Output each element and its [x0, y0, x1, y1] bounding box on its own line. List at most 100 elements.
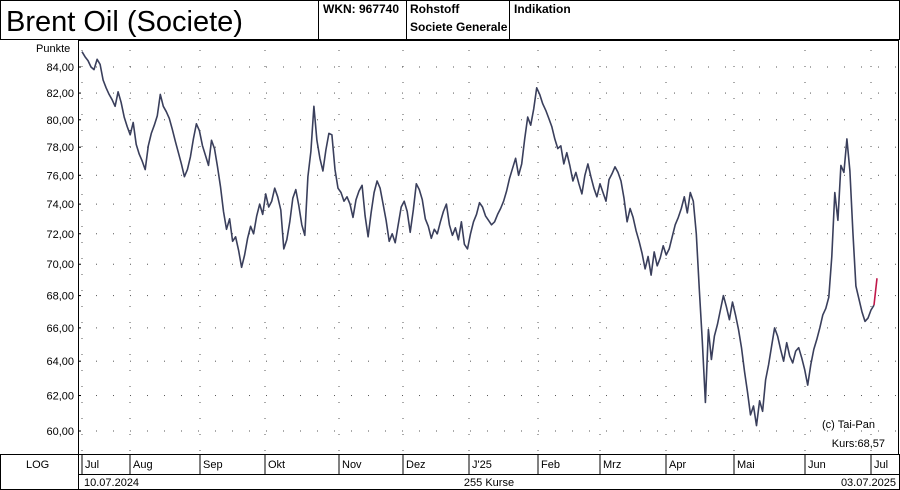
grid-dot	[665, 434, 667, 435]
grid-dot	[691, 263, 692, 265]
grid-dot	[419, 430, 420, 432]
grid-dot	[555, 395, 556, 397]
grid-dot	[665, 98, 667, 99]
grid-dot	[81, 114, 83, 115]
grid-dot	[164, 146, 165, 148]
grid-dot	[317, 66, 318, 68]
grid-dot	[147, 430, 148, 432]
grid-dot	[623, 295, 624, 297]
grid-dot	[804, 162, 806, 163]
grid-dot	[199, 402, 201, 403]
grid-dot	[793, 295, 794, 297]
grid-dot	[521, 233, 522, 235]
grid-dot	[402, 114, 404, 115]
y-tick-label: 60,00	[46, 426, 74, 438]
grid-dot	[537, 322, 539, 323]
grid-dot	[504, 92, 505, 94]
grid-dot	[351, 174, 352, 176]
grid-dot	[264, 146, 266, 147]
grid-dot	[300, 203, 301, 205]
grid-dot	[232, 263, 233, 265]
grid-dot	[599, 98, 601, 99]
grid-dot	[804, 98, 806, 99]
grid-dot	[129, 162, 131, 163]
grid-dot	[338, 450, 340, 451]
grid-dot	[521, 92, 522, 94]
grid-dot	[181, 66, 182, 68]
grid-dot	[470, 295, 471, 297]
grid-dot	[665, 162, 667, 163]
grid-dot	[351, 146, 352, 148]
grid-dot	[708, 92, 709, 94]
grid-dot	[199, 82, 201, 83]
grid-dot	[436, 146, 437, 148]
grid-dot	[827, 119, 828, 121]
grid-dot	[674, 263, 675, 265]
grid-dot	[725, 327, 726, 329]
grid-dot	[470, 327, 471, 329]
grid-dot	[861, 203, 862, 205]
grid-dot	[623, 263, 624, 265]
grid-dot	[147, 327, 148, 329]
grid-dot	[81, 306, 83, 307]
grid-dot	[264, 434, 266, 435]
grid-dot	[81, 130, 83, 131]
grid-dot	[504, 395, 505, 397]
grid-dot	[300, 119, 301, 121]
grid-dot	[468, 322, 470, 323]
grid-dot	[300, 66, 301, 68]
grid-dot	[113, 430, 114, 432]
grid-dot	[81, 354, 83, 355]
grid-dot	[385, 92, 386, 94]
grid-dot	[572, 327, 573, 329]
grid-dot	[338, 130, 340, 131]
grid-dot	[113, 295, 114, 297]
grid-dot	[725, 360, 726, 362]
grid-dot	[895, 119, 896, 121]
grid-dot	[725, 233, 726, 235]
grid-dot	[674, 395, 675, 397]
grid-dot	[599, 162, 601, 163]
grid-dot	[623, 66, 624, 68]
grid-dot	[599, 194, 601, 195]
grid-dot	[742, 263, 743, 265]
grid-dot	[804, 210, 806, 211]
chart-title: Brent Oil (Societe)	[6, 6, 243, 38]
grid-dot	[538, 327, 539, 329]
grid-dot	[198, 233, 199, 235]
grid-dot	[521, 430, 522, 432]
grid-dot	[232, 395, 233, 397]
grid-dot	[338, 162, 340, 163]
grid-dot	[264, 82, 266, 83]
grid-dot	[468, 306, 470, 307]
grid-dot	[725, 174, 726, 176]
grid-dot	[733, 258, 735, 259]
grid-dot	[130, 146, 131, 148]
grid-dot	[385, 233, 386, 235]
end-date: 03.07.2025	[841, 477, 896, 489]
grid-dot	[793, 430, 794, 432]
grid-dot	[589, 263, 590, 265]
grid-dot	[181, 295, 182, 297]
grid-dot	[665, 386, 667, 387]
header-bar	[0, 0, 900, 40]
grid-dot	[164, 119, 165, 121]
grid-dot	[504, 263, 505, 265]
grid-dot	[199, 370, 201, 371]
grid-dot	[804, 194, 806, 195]
grid-dot	[521, 66, 522, 68]
grid-dot	[129, 450, 131, 451]
grid-dot	[266, 430, 267, 432]
grid-dot	[599, 82, 601, 83]
grid-dot	[81, 50, 83, 51]
grid-dot	[733, 434, 735, 435]
grid-dot	[793, 146, 794, 148]
grid-dot	[96, 263, 97, 265]
grid-dot	[129, 194, 131, 195]
grid-dot	[793, 233, 794, 235]
grid-dot	[844, 263, 845, 265]
grid-dot	[470, 263, 471, 265]
grid-dot	[895, 430, 896, 432]
grid-dot	[129, 354, 131, 355]
